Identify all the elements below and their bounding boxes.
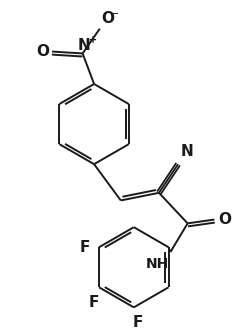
Text: O: O bbox=[102, 11, 115, 26]
Text: F: F bbox=[132, 315, 143, 330]
Text: O: O bbox=[218, 212, 231, 227]
Text: F: F bbox=[88, 295, 99, 310]
Text: NH: NH bbox=[145, 257, 169, 271]
Text: O: O bbox=[36, 44, 49, 59]
Text: N: N bbox=[181, 145, 194, 159]
Text: N: N bbox=[77, 38, 90, 52]
Text: F: F bbox=[79, 240, 89, 255]
Text: +: + bbox=[89, 35, 97, 45]
Text: −: − bbox=[110, 9, 120, 19]
